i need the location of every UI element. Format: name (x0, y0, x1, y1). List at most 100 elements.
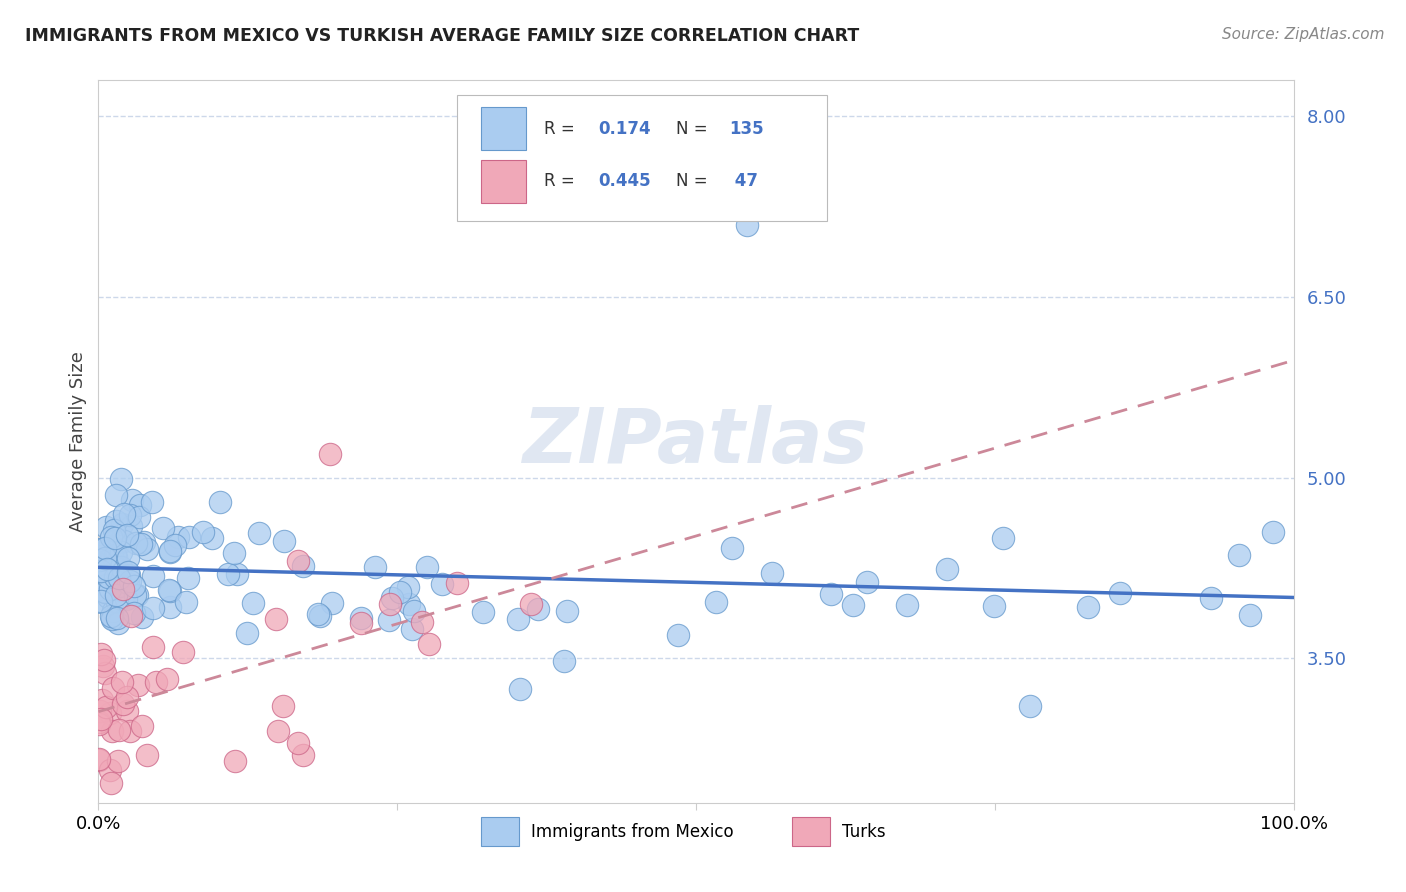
Bar (481, 107, 526, 151)
Point (159, 584, 181, 599)
Text: 0.174: 0.174 (598, 120, 651, 137)
Point (100, 609, 122, 624)
Point (264, 612, 287, 626)
Point (122, 606, 145, 620)
Point (273, 699, 295, 714)
Point (101, 612, 124, 626)
Point (90, 595, 112, 609)
Point (101, 681, 124, 695)
Point (446, 575, 468, 590)
Point (201, 532, 224, 546)
Point (94, 541, 117, 555)
Point (97, 590, 120, 604)
Point (103, 524, 125, 538)
Point (136, 541, 159, 556)
Point (110, 472, 132, 486)
Point (159, 544, 181, 558)
Point (112, 508, 135, 522)
Text: N =: N = (676, 120, 713, 137)
Point (432, 577, 454, 591)
Point (115, 690, 138, 704)
Point (97, 570, 120, 584)
Point (1261, 525, 1284, 540)
Point (364, 560, 387, 574)
Point (820, 587, 842, 601)
Point (101, 549, 124, 564)
Point (378, 613, 401, 627)
Point (666, 628, 689, 642)
Text: Immigrants from Mexico: Immigrants from Mexico (531, 822, 734, 840)
Point (98, 706, 121, 720)
Point (110, 517, 132, 532)
Point (89, 704, 111, 718)
Point (98, 764, 121, 778)
Point (842, 598, 865, 612)
Point (101, 610, 124, 624)
Point (103, 533, 125, 548)
Point (115, 592, 138, 607)
Point (117, 566, 139, 580)
Point (145, 674, 167, 689)
Y-axis label: Average Family Size: Average Family Size (69, 351, 87, 532)
Point (350, 611, 373, 625)
Point (87, 752, 110, 766)
Point (93, 541, 115, 555)
Point (100, 724, 122, 739)
Point (208, 495, 231, 509)
Point (404, 604, 426, 618)
Text: R =: R = (544, 120, 581, 137)
Point (309, 608, 332, 623)
Point (104, 549, 127, 564)
Point (159, 545, 181, 559)
Point (94, 700, 117, 714)
Point (136, 748, 159, 763)
Point (96, 578, 118, 592)
Point (128, 499, 150, 513)
Point (105, 595, 128, 609)
Point (737, 218, 759, 232)
Text: 135: 135 (730, 120, 763, 137)
Point (107, 754, 129, 768)
Point (527, 602, 550, 616)
Point (131, 610, 153, 624)
Point (94, 520, 117, 534)
Point (121, 492, 143, 507)
Point (163, 538, 186, 552)
Point (555, 604, 578, 618)
Point (242, 596, 264, 610)
Point (704, 595, 727, 609)
Point (107, 615, 129, 630)
Point (520, 598, 543, 612)
Point (292, 558, 315, 573)
Point (111, 583, 134, 598)
Point (217, 567, 239, 582)
Point (90, 693, 112, 707)
Point (94, 666, 117, 681)
Point (761, 566, 783, 581)
Point (321, 597, 343, 611)
Point (107, 723, 129, 738)
Point (104, 570, 127, 584)
Point (224, 546, 246, 560)
Point (90, 549, 112, 564)
Point (267, 724, 290, 739)
Point (117, 551, 139, 566)
Point (124, 588, 146, 602)
Point (472, 605, 495, 619)
FancyBboxPatch shape (457, 95, 827, 221)
Point (115, 704, 138, 718)
Point (118, 568, 141, 582)
Point (105, 611, 128, 625)
Point (350, 616, 373, 631)
Point (100, 530, 122, 544)
Point (108, 570, 131, 584)
Point (105, 514, 128, 528)
Point (90, 647, 112, 661)
Point (167, 530, 190, 544)
Point (509, 682, 531, 697)
Point (152, 521, 174, 535)
Point (118, 724, 141, 739)
Point (105, 574, 128, 588)
Point (380, 597, 402, 611)
Point (273, 534, 295, 549)
